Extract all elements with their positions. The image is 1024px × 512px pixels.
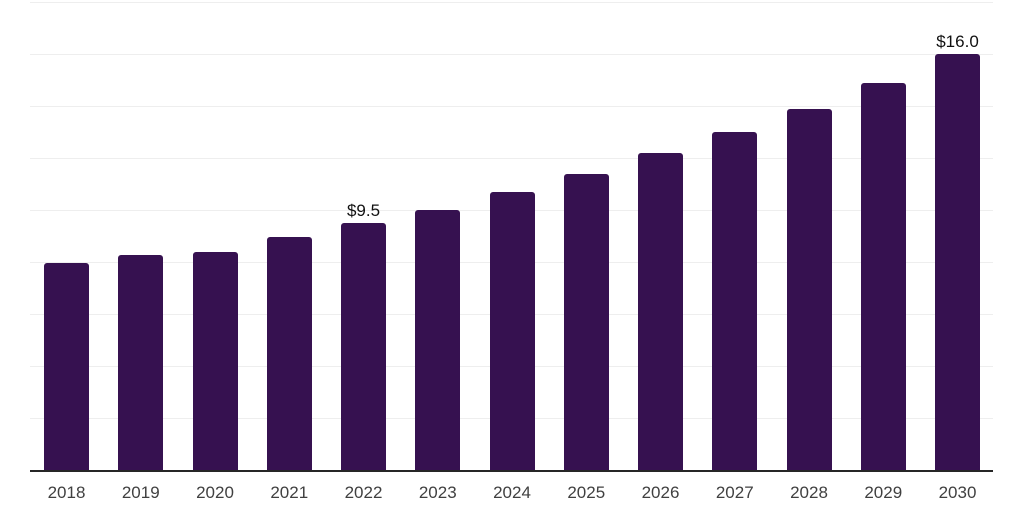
x-axis-label-2018: 2018 bbox=[47, 483, 86, 502]
gridline bbox=[30, 105, 993, 107]
x-axis-label-2025: 2025 bbox=[567, 483, 606, 502]
bar-2019 bbox=[118, 254, 164, 471]
x-axis-label-2024: 2024 bbox=[493, 483, 531, 502]
x-axis-label-2030: 2030 bbox=[938, 483, 977, 502]
data-label-2022: $9.5 bbox=[346, 201, 381, 221]
bar-2023 bbox=[415, 210, 461, 471]
x-axis-label-2020: 2020 bbox=[196, 483, 234, 502]
data-label-2030: $16.0 bbox=[936, 32, 979, 52]
bar-2020 bbox=[192, 252, 238, 471]
x-axis-label-2026: 2026 bbox=[641, 483, 680, 502]
x-axis-label-2028: 2028 bbox=[790, 483, 828, 502]
bar-2024 bbox=[489, 192, 535, 471]
gridline bbox=[30, 157, 993, 159]
bar-2027 bbox=[712, 132, 758, 471]
x-axis-label-2023: 2023 bbox=[418, 483, 457, 502]
bar-2028 bbox=[786, 108, 832, 471]
x-axis-label-2021: 2021 bbox=[270, 483, 309, 502]
bar-2025 bbox=[563, 173, 609, 471]
x-axis-label-2022: 2022 bbox=[344, 483, 383, 502]
plot-area: $9.5 $16.0 bbox=[30, 1, 993, 472]
gridline bbox=[30, 1, 993, 3]
bar-2018 bbox=[44, 262, 89, 471]
x-axis-label-2029: 2029 bbox=[864, 483, 903, 502]
x-axis-label-2019: 2019 bbox=[121, 483, 160, 502]
gridline bbox=[30, 53, 993, 55]
bar-2030: $16.0 bbox=[935, 33, 980, 471]
x-axis-line bbox=[30, 470, 993, 472]
x-axis-label-2027: 2027 bbox=[715, 483, 754, 502]
bar-2022: $9.5 bbox=[341, 202, 386, 471]
bar-2029 bbox=[860, 82, 906, 471]
bar-2026 bbox=[638, 153, 683, 471]
bar-2021 bbox=[266, 236, 312, 471]
